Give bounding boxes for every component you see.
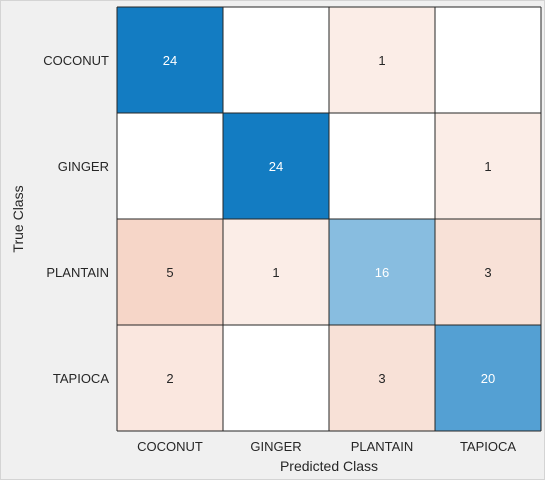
cell-tapioca-plantain	[329, 325, 435, 431]
cell-ginger-plantain	[329, 113, 435, 219]
cell-ginger-ginger	[223, 113, 329, 219]
x-axis-title: Predicted Class	[280, 458, 378, 474]
cell-plantain-plantain	[329, 219, 435, 325]
cell-value-label: 3	[378, 371, 385, 386]
y-tick-label: GINGER	[58, 159, 109, 174]
y-tick-label: PLANTAIN	[46, 265, 109, 280]
cell-plantain-ginger	[223, 219, 329, 325]
cell-plantain-coconut	[117, 219, 223, 325]
x-tick-label: PLANTAIN	[351, 439, 414, 454]
cell-ginger-coconut	[117, 113, 223, 219]
cell-tapioca-coconut	[117, 325, 223, 431]
cell-value-label: 1	[272, 265, 279, 280]
grid-lines	[116, 6, 542, 432]
cell-ginger-tapioca	[435, 113, 541, 219]
cell-value-label: 1	[484, 159, 491, 174]
figure-panel: 24 1 24 1 5 1 16 3 2 3 20 COCONUT GINGER PLANTAIN TAPI…	[0, 0, 545, 480]
cell-value-label: 24	[269, 159, 283, 174]
heatmap-cells: 24 1 24 1 5 1 16 3 2 3 20	[117, 7, 541, 431]
cell-plantain-tapioca	[435, 219, 541, 325]
cell-value-label: 24	[163, 53, 177, 68]
cell-value-label: 2	[166, 371, 173, 386]
y-tick-label: TAPIOCA	[53, 371, 109, 386]
y-tick-label: COCONUT	[43, 53, 109, 68]
x-tick-label: GINGER	[250, 439, 301, 454]
x-tick-label: COCONUT	[137, 439, 203, 454]
cell-coconut-coconut	[117, 7, 223, 113]
cell-value-label: 3	[484, 265, 491, 280]
cell-coconut-ginger	[223, 7, 329, 113]
cell-value-label: 5	[166, 265, 173, 280]
cell-coconut-plantain	[329, 7, 435, 113]
cell-value-label: 16	[375, 265, 389, 280]
cell-value-label: 20	[481, 371, 495, 386]
x-tick-label: TAPIOCA	[460, 439, 516, 454]
cell-value-label: 1	[378, 53, 385, 68]
cell-coconut-tapioca	[435, 7, 541, 113]
y-axis-title: True Class	[10, 185, 26, 252]
cell-tapioca-tapioca	[435, 325, 541, 431]
cell-tapioca-ginger	[223, 325, 329, 431]
